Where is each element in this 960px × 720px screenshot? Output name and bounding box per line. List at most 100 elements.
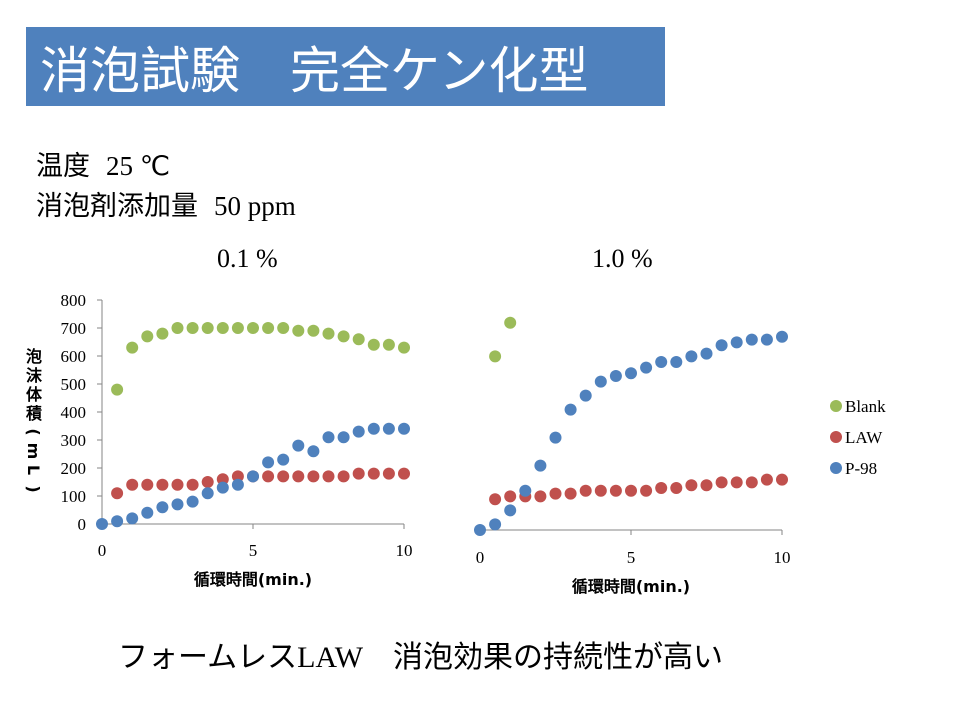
data-point-p-98 (126, 512, 139, 525)
data-point-blank (201, 322, 214, 334)
data-point-p-98 (337, 431, 350, 444)
data-point-law (655, 482, 668, 494)
data-point-p-98 (231, 478, 244, 491)
data-point-blank (337, 330, 350, 343)
data-point-law (322, 470, 335, 483)
data-point-law (594, 484, 607, 497)
data-point-p-98 (745, 333, 758, 346)
x-axis-label: 循環時間(min.) (194, 570, 312, 589)
data-point-p-98 (776, 330, 788, 343)
y-tick-label: 700 (61, 319, 87, 338)
data-point-law (337, 470, 350, 483)
data-point-p-98 (156, 501, 169, 514)
data-point-law (171, 478, 184, 491)
data-point-law (549, 487, 562, 500)
data-point-p-98 (685, 350, 698, 363)
data-point-p-98 (670, 356, 683, 368)
data-point-law (367, 467, 380, 480)
data-point-p-98 (760, 333, 773, 346)
y-axis-label-char: ( (24, 428, 43, 435)
data-point-p-98 (171, 498, 184, 511)
data-point-blank (382, 338, 395, 351)
data-point-p-98 (609, 370, 622, 382)
data-point-blank (262, 322, 275, 334)
legend-marker-p-98 (830, 462, 842, 474)
data-point-p-98 (715, 339, 728, 352)
y-axis-label-char: 泡 (26, 347, 42, 366)
data-point-blank (186, 322, 199, 334)
data-point-law (382, 467, 395, 480)
data-point-law (670, 482, 683, 494)
data-point-blank (171, 322, 184, 334)
data-point-blank (367, 338, 380, 351)
caption-law: LAW (297, 641, 364, 674)
x-tick-label: 10 (396, 541, 413, 560)
data-point-p-98 (655, 356, 668, 368)
x-tick-label: 5 (249, 541, 258, 560)
data-point-law (231, 470, 244, 483)
data-point-p-98 (247, 470, 259, 483)
data-point-law (700, 479, 713, 492)
y-tick-label: 800 (61, 291, 87, 310)
x-tick-label: 0 (98, 541, 107, 560)
data-point-p-98 (352, 425, 365, 438)
data-point-p-98 (519, 484, 532, 497)
data-point-p-98 (307, 445, 320, 458)
data-point-law (216, 473, 229, 486)
data-point-blank (126, 341, 139, 354)
y-tick-label: 200 (61, 459, 87, 478)
data-point-law (504, 490, 517, 503)
data-point-blank (141, 330, 154, 343)
data-point-blank (322, 327, 335, 340)
data-point-p-98 (292, 439, 305, 452)
data-point-p-98 (141, 506, 154, 519)
y-axis-label-char: m (24, 443, 43, 460)
y-tick-label: 500 (61, 375, 87, 394)
chart-title-left: 0.1 % (217, 244, 278, 273)
data-point-p-98 (625, 367, 637, 380)
data-point-law (307, 470, 320, 483)
y-axis-label-char: ) (24, 485, 43, 492)
data-point-blank (111, 383, 124, 396)
y-tick-label: 300 (61, 431, 87, 450)
data-point-law (489, 493, 502, 506)
data-point-law (398, 467, 410, 480)
data-point-p-98 (277, 453, 290, 466)
data-point-law (156, 478, 169, 491)
data-point-p-98 (382, 422, 395, 435)
y-tick-label: 600 (61, 347, 87, 366)
data-point-law (685, 479, 698, 492)
x-tick-label: 5 (627, 548, 636, 567)
y-tick-label: 400 (61, 403, 87, 422)
data-point-law (745, 476, 758, 489)
y-axis-label-char: L (24, 465, 43, 475)
data-point-p-98 (730, 336, 743, 349)
legend-marker-law (830, 431, 842, 443)
caption-part: 消泡効果の持続性が高い (363, 640, 724, 675)
data-point-blank (216, 322, 229, 334)
data-point-law (760, 473, 773, 486)
data-point-law (292, 470, 305, 483)
x-tick-label: 0 (476, 548, 485, 567)
y-axis-label-char: 体 (26, 385, 43, 404)
slide-title: 消泡試験 完全ケン化型 (40, 42, 589, 100)
data-point-p-98 (474, 524, 486, 536)
y-axis-label-char: 沫 (26, 366, 43, 385)
data-point-blank (247, 322, 259, 334)
data-point-law (141, 478, 154, 491)
legend-label: Blank (845, 397, 886, 416)
data-point-law (201, 476, 214, 488)
data-point-p-98 (579, 389, 592, 402)
data-point-p-98 (640, 361, 653, 374)
data-point-blank (398, 341, 410, 354)
data-point-law (277, 470, 290, 483)
data-point-blank (352, 333, 365, 346)
data-point-p-98 (594, 375, 607, 388)
x-tick-label: 10 (774, 548, 791, 567)
data-point-p-98 (700, 347, 713, 360)
x-axis-label: 循環時間(min.) (572, 577, 690, 596)
data-point-blank (156, 327, 169, 340)
legend-marker-blank (830, 400, 842, 412)
data-point-p-98 (549, 431, 562, 444)
